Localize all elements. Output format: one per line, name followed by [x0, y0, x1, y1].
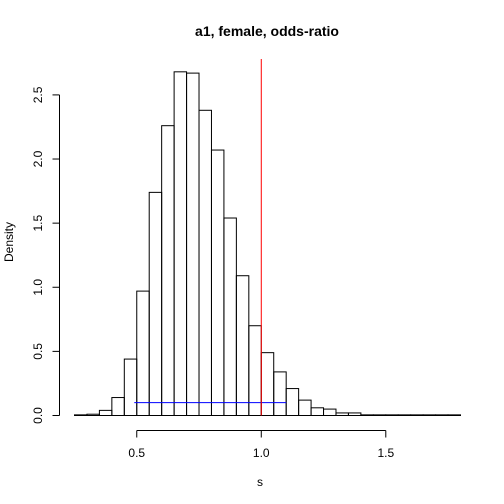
x-tick-label: 0.5 [128, 446, 145, 460]
histogram-bar [298, 399, 312, 416]
histogram-bar [422, 414, 437, 417]
y-tick-label: 2.0 [31, 150, 45, 167]
x-tick-label: 1.5 [377, 446, 394, 460]
overlay-lines [134, 59, 287, 416]
histogram-bar [285, 388, 300, 416]
histogram-bar [173, 71, 188, 417]
histogram-bar [273, 371, 287, 417]
histogram-bar [410, 414, 424, 417]
histogram-bar [347, 412, 362, 416]
histogram-bar [123, 358, 138, 416]
y-tick-label: 2.5 [31, 86, 45, 103]
y-tick-label: 0.5 [31, 343, 45, 360]
histogram-bar [210, 149, 225, 417]
histogram-bar [248, 325, 262, 417]
histogram-bar [447, 414, 462, 417]
histogram-bar [136, 290, 150, 416]
y-axis-label: Density [2, 222, 16, 262]
histogram-bar [111, 397, 125, 416]
histogram-bar [385, 414, 399, 417]
y-tick-label: 1.0 [31, 279, 45, 296]
histogram-bar [86, 413, 100, 416]
y-tick-label: 1.5 [31, 214, 45, 231]
x-axis: 0.5 1.0 1.5 [128, 430, 394, 460]
histogram-bar [397, 414, 412, 417]
histogram-bar [161, 125, 175, 417]
x-axis-label: s [257, 475, 263, 489]
histogram-bars [74, 71, 462, 417]
histogram-bar [260, 352, 275, 416]
histogram-bar [198, 109, 212, 417]
histogram-bar [335, 412, 349, 416]
chart-title: a1, female, odds-ratio [195, 23, 339, 39]
histogram-bar [435, 414, 449, 417]
histogram-bar [148, 191, 163, 416]
x-tick-label: 1.0 [253, 446, 270, 460]
histogram-bar [74, 414, 88, 417]
y-axis: 0.0 0.5 1.0 1.5 2.0 2.5 [31, 86, 60, 424]
histogram-bar [310, 407, 325, 416]
histogram-bar [186, 72, 200, 417]
histogram-bar [98, 409, 113, 417]
histogram-bar [223, 217, 237, 416]
y-tick-label: 0.0 [31, 407, 45, 424]
histogram-bar [235, 275, 250, 416]
histogram-bar [372, 414, 387, 417]
histogram-bar [323, 408, 337, 417]
histogram-bar [360, 414, 374, 417]
